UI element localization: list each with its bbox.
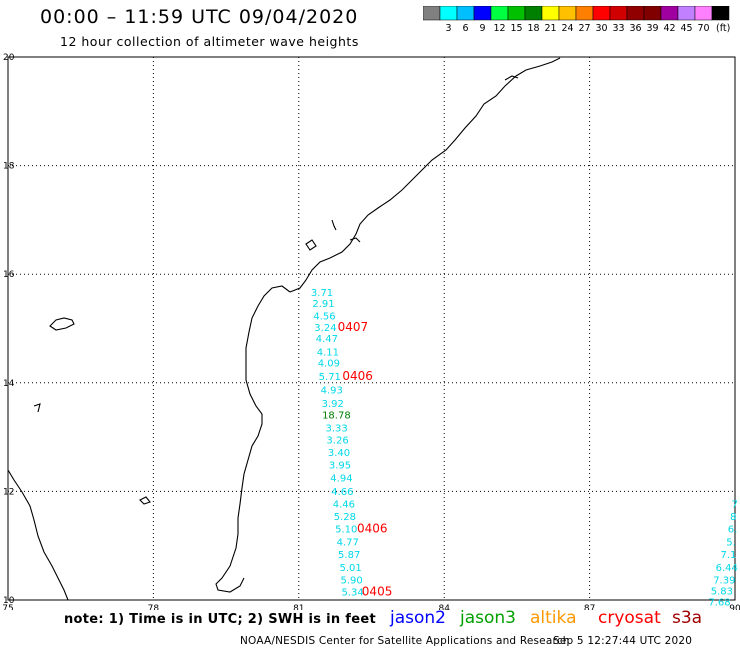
- swh-value-label: 3.40: [328, 448, 350, 459]
- colorbar-label: 27: [578, 23, 590, 34]
- legend-item-cryosat: cryosat: [598, 608, 661, 628]
- colorbar-label: 18: [527, 23, 539, 34]
- swh-value-label: 4.94: [330, 474, 352, 485]
- map-plot: 75 78 81 84 87 90 10 12 14 16 18 20 3.712.914.563.24…: [2, 53, 740, 610]
- colorbar-unit: (ft): [716, 23, 730, 34]
- coastline: [305, 239, 317, 251]
- legend-item-s3a: s3a: [672, 608, 703, 628]
- lon-tick-label: 81: [293, 604, 304, 610]
- coastline: [33, 403, 41, 413]
- swh-value-label: 5.01: [340, 563, 362, 574]
- swh-value-label: 4.77: [337, 538, 359, 549]
- swh-value-label: 4.11: [317, 348, 339, 359]
- swh-value-label: 3.95: [329, 461, 351, 472]
- swh-value-label: 3.33: [325, 424, 347, 435]
- colorbar-swatch: [711, 6, 730, 21]
- pass-time-label: 0405: [362, 585, 393, 599]
- page-title: 00:00 – 11:59 UTC 09/04/2020: [40, 6, 359, 28]
- swh-value-label: 5.83: [711, 587, 733, 598]
- swh-value-label: 4.66: [331, 487, 353, 498]
- colorbar-label: 9: [479, 23, 485, 34]
- swh-value-label: 3.24: [314, 323, 336, 334]
- lat-tick-label: 18: [3, 162, 15, 172]
- lon-tick-label: 75: [2, 604, 13, 610]
- lon-tick-label: 90: [729, 604, 740, 610]
- swh-value-label: 4.46: [333, 500, 355, 511]
- swh-value-label: 7.39: [713, 576, 735, 587]
- swh-value-label: 8: [730, 512, 736, 523]
- legend-item-jason2: jason2: [390, 608, 446, 628]
- colorbar-label: 3: [445, 23, 451, 34]
- legend-item-altika: altika: [530, 608, 577, 628]
- page-subtitle: 12 hour collection of altimeter wave hei…: [60, 34, 359, 49]
- swh-value-label: 3.92: [322, 399, 344, 410]
- lat-tick-label: 16: [3, 270, 15, 280]
- footer-note: note: 1) Time is in UTC; 2) SWH is in fe…: [64, 612, 376, 627]
- lat-tick-label: 20: [3, 53, 15, 63]
- swh-value-label: 5.87: [338, 550, 360, 561]
- coastline: [139, 496, 151, 505]
- swh-value-label: 5.28: [334, 512, 356, 523]
- colorbar-label: 15: [510, 23, 522, 34]
- swh-value-label: 7.68: [708, 597, 730, 608]
- swh-value-label: 4.93: [321, 386, 343, 397]
- colorbar-label: 6: [462, 23, 468, 34]
- swh-value-label: 2.91: [312, 299, 334, 310]
- pass-time-label: 0406: [342, 369, 373, 383]
- colorbar-label: 12: [493, 23, 505, 34]
- colorbar-label: 45: [680, 23, 692, 34]
- swh-value-label: 3.71: [311, 288, 333, 299]
- swh-value-label: 3.26: [326, 436, 348, 447]
- swh-value-label: 5.: [726, 538, 736, 549]
- swh-value-label: 18.78: [322, 411, 351, 422]
- pass-time-label: 0406: [357, 522, 388, 536]
- lon-tick-label: 87: [584, 604, 595, 610]
- lat-tick-label: 10: [3, 596, 15, 606]
- swh-value-label: 7: [732, 500, 738, 511]
- swh-value-label: 7.1: [720, 550, 736, 561]
- coastline: [331, 219, 337, 231]
- legend-item-jason3: jason3: [460, 608, 516, 628]
- coastline: [289, 57, 561, 293]
- coastline: [215, 285, 291, 593]
- lon-tick-label: 78: [148, 604, 160, 610]
- generation-timestamp: Sep 5 12:27:44 UTC 2020: [553, 635, 693, 647]
- colorbar-label: 24: [561, 23, 573, 34]
- coastline: [49, 317, 75, 331]
- colorbar-label: 33: [612, 23, 624, 34]
- colorbar-label: 36: [629, 23, 641, 34]
- lat-tick-label: 14: [3, 379, 15, 389]
- colorbar-label: 30: [595, 23, 607, 34]
- swh-value-label: 5.90: [340, 576, 362, 587]
- lon-tick-label: 84: [438, 604, 450, 610]
- colorbar-label: 70: [697, 23, 709, 34]
- swh-value-label: 4.09: [318, 359, 340, 370]
- colorbar: 3 6 9 12 15 18 21 24 27 30 33 36 39 42 45 70 (ft): [423, 6, 730, 34]
- swh-value-label: 5.34: [341, 588, 363, 599]
- swh-value-label: 4.56: [313, 311, 335, 322]
- credit-text: NOAA/NESDIS Center for Satellite Applica…: [240, 635, 570, 647]
- pass-time-label: 0407: [338, 320, 369, 334]
- coastline: [7, 469, 69, 601]
- swh-value-label: 5.71: [319, 372, 341, 383]
- swh-value-label: 6.: [728, 525, 738, 536]
- coastline: [349, 237, 361, 243]
- coastline: [504, 75, 519, 81]
- lat-tick-label: 12: [3, 487, 14, 497]
- map-frame: [7, 56, 736, 601]
- colorbar-label: 42: [663, 23, 675, 34]
- colorbar-label: 21: [544, 23, 556, 34]
- swh-value-label: 6.44: [716, 563, 738, 574]
- swh-value-label: 4.47: [316, 334, 338, 345]
- colorbar-label: 39: [646, 23, 658, 34]
- swh-value-label: 5.10: [335, 525, 357, 536]
